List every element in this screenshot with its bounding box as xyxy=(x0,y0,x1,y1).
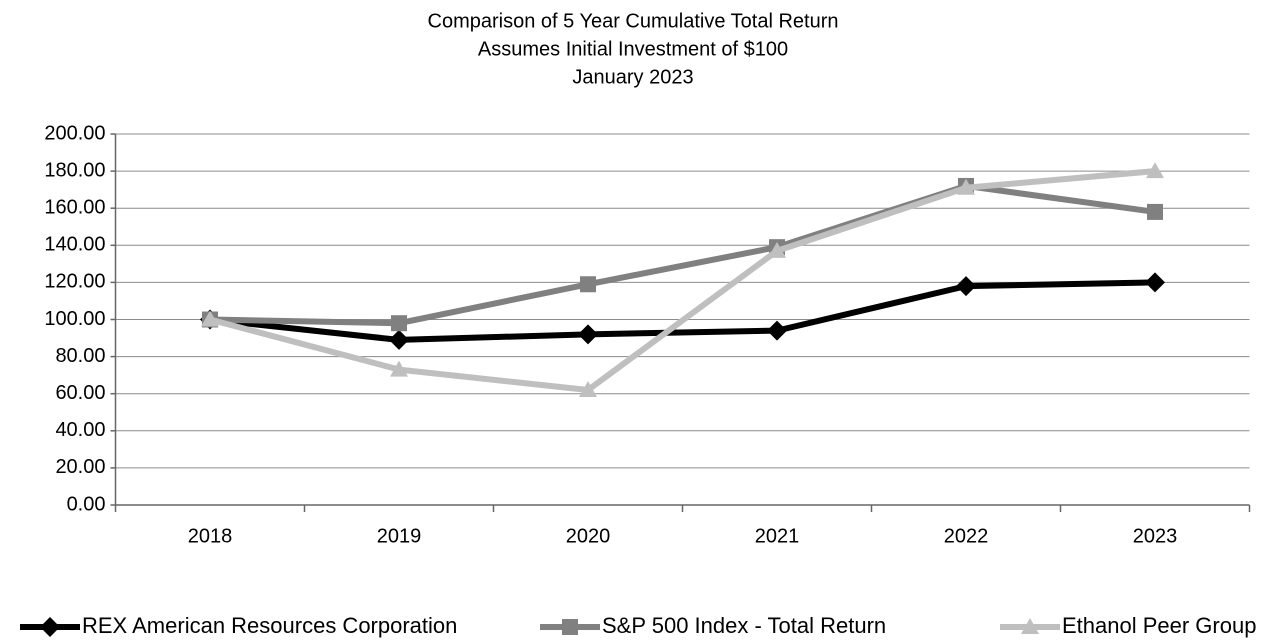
chart-subtitle: January 2023 xyxy=(572,66,693,88)
series-line xyxy=(209,168,1156,393)
marker xyxy=(579,380,597,397)
marker xyxy=(40,617,60,637)
marker xyxy=(580,276,596,293)
y-tick-label: 120.00 xyxy=(44,271,105,293)
x-tick-label: 2021 xyxy=(755,525,800,547)
marker xyxy=(390,360,408,377)
marker xyxy=(391,315,407,332)
y-tick-label: 200.00 xyxy=(44,122,105,144)
marker xyxy=(768,241,786,258)
marker xyxy=(1145,272,1165,293)
marker xyxy=(1147,203,1163,220)
x-tick-label: 2019 xyxy=(377,525,422,547)
y-tick-label: 0.00 xyxy=(67,493,106,515)
marker xyxy=(956,276,976,297)
y-tick-label: 20.00 xyxy=(55,456,105,478)
marker xyxy=(201,310,219,327)
x-tick-label: 2022 xyxy=(944,525,989,547)
chart-title: Comparison of 5 Year Cumulative Total Re… xyxy=(428,10,839,32)
x-tick-label: 2020 xyxy=(566,525,611,547)
legend-label: Ethanol Peer Group xyxy=(1062,613,1256,638)
marker xyxy=(578,324,598,345)
chart-subtitle: Assumes Initial Investment of $100 xyxy=(478,38,788,60)
y-tick-label: 80.00 xyxy=(55,345,105,367)
y-tick-label: 180.00 xyxy=(44,159,105,181)
y-tick-label: 100.00 xyxy=(44,308,105,330)
series-line xyxy=(209,279,1156,343)
x-tick-label: 2023 xyxy=(1133,525,1178,547)
marker xyxy=(562,619,578,635)
marker xyxy=(1021,618,1039,634)
y-tick-label: 160.00 xyxy=(44,196,105,218)
legend-label: S&P 500 Index - Total Return xyxy=(602,613,886,638)
y-tick-label: 60.00 xyxy=(55,382,105,404)
series-line xyxy=(209,182,1156,327)
legend-label: REX American Resources Corporation xyxy=(82,613,457,638)
marker xyxy=(1146,162,1164,179)
y-tick-label: 140.00 xyxy=(44,234,105,256)
marker xyxy=(389,329,409,350)
marker xyxy=(767,320,787,341)
y-tick-label: 40.00 xyxy=(55,419,105,441)
marker xyxy=(957,178,975,195)
x-tick-label: 2018 xyxy=(188,525,233,547)
